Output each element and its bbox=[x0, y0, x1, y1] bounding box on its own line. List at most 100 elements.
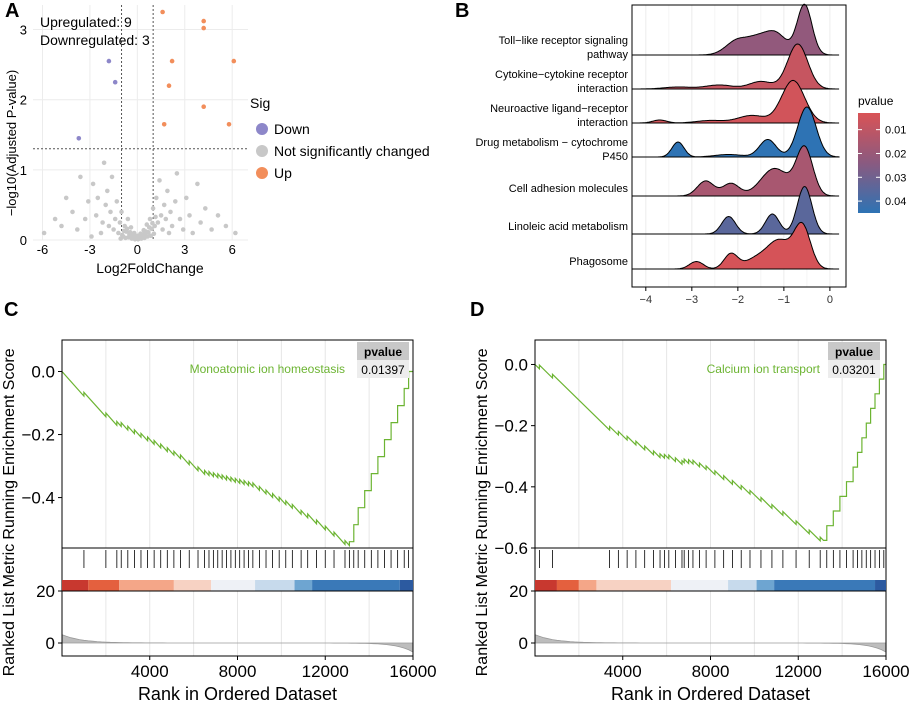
volcano-point-not-significantly-changed bbox=[90, 181, 96, 187]
volcano-point-not-significantly-changed bbox=[89, 234, 94, 239]
volcano-point-not-significantly-changed bbox=[166, 230, 172, 236]
volcano-point-not-significantly-changed bbox=[131, 232, 136, 237]
gsea-c-metric-y-axis-label: Ranked List Metric bbox=[1, 544, 18, 677]
volcano-x-tick-label: -3 bbox=[84, 242, 96, 257]
ridge-category-label: Cytokine−cytokine receptor bbox=[495, 69, 628, 81]
gsea-d-strip-segment bbox=[875, 580, 886, 591]
gsea-d-pvalue-value: 0.03201 bbox=[832, 363, 876, 377]
gsea-c-strip-segment bbox=[173, 580, 212, 591]
volcano-point-not-significantly-changed bbox=[125, 216, 131, 222]
volcano-point-not-significantly-changed bbox=[59, 223, 64, 229]
pvalue-legend-title: pvalue bbox=[858, 94, 894, 108]
gsea-c-strip-segment bbox=[312, 580, 400, 591]
ridge-drug-metabolism-cytochrome-p450 bbox=[632, 106, 840, 158]
volcano-point-not-significantly-changed bbox=[174, 171, 180, 176]
volcano-point-not-significantly-changed bbox=[63, 195, 69, 201]
panel-label-a: A bbox=[5, 0, 19, 22]
gsea-c-x-tick-label: 8000 bbox=[219, 662, 257, 681]
gsea-d-x-tick-label: 4000 bbox=[604, 662, 642, 681]
gsea-c-strip-segment bbox=[211, 580, 256, 591]
volcano-point-not-significantly-changed bbox=[52, 216, 58, 222]
ridge-category-label: Phagosome bbox=[569, 256, 628, 268]
volcano-point-up bbox=[161, 122, 167, 127]
volcano-point-down bbox=[76, 136, 82, 141]
volcano-point-not-significantly-changed bbox=[146, 225, 152, 230]
volcano-point-not-significantly-changed bbox=[93, 213, 99, 218]
volcano-y-tick-label: 1 bbox=[20, 163, 27, 178]
panel-label-c: C bbox=[4, 299, 18, 321]
volcano-point-not-significantly-changed bbox=[95, 195, 101, 201]
gsea-d-metric-y-tick-label: 0 bbox=[519, 634, 528, 653]
legend-up-label: Up bbox=[274, 165, 292, 181]
volcano-point-not-significantly-changed bbox=[198, 220, 203, 225]
volcano-point-not-significantly-changed bbox=[100, 220, 105, 225]
volcano-point-not-significantly-changed bbox=[158, 213, 164, 218]
ridge-category-label: Neuroactive ligand−receptor bbox=[490, 103, 628, 115]
ridge-toll-like-receptor-signaling-pathway bbox=[632, 3, 840, 56]
volcano-x-tick-label: 0 bbox=[134, 242, 141, 257]
volcano-point-not-significantly-changed bbox=[109, 174, 115, 180]
gsea-d-strip-segment bbox=[671, 580, 729, 591]
panel-label-d: D bbox=[470, 299, 484, 321]
volcano-point-not-significantly-changed bbox=[195, 181, 200, 187]
ridge-cell-adhesion-molecules bbox=[632, 145, 840, 197]
volcano-point-not-significantly-changed bbox=[116, 230, 121, 236]
volcano-point-not-significantly-changed bbox=[187, 213, 192, 218]
panel-label-b: B bbox=[455, 0, 469, 22]
volcano-point-up bbox=[201, 18, 206, 24]
volcano-point-not-significantly-changed bbox=[190, 230, 195, 236]
volcano-point-not-significantly-changed bbox=[119, 209, 124, 215]
ridge-category-label: Linoleic acid metabolism bbox=[508, 221, 628, 233]
gsea-c-y-tick-label: 0.0 bbox=[31, 363, 55, 382]
volcano-point-not-significantly-changed bbox=[101, 160, 107, 166]
gsea-c-x-axis-label: Rank in Ordered Dataset bbox=[138, 684, 337, 701]
volcano-point-not-significantly-changed bbox=[150, 220, 155, 226]
gsea-c-pvalue-header-bg bbox=[357, 342, 409, 360]
ridge-category-label: interaction bbox=[577, 83, 628, 95]
gsea-d-strip-segment bbox=[578, 580, 597, 591]
gsea-d-y-axis-label: Running Enrichment Score bbox=[474, 348, 491, 539]
volcano-point-not-significantly-changed bbox=[78, 174, 83, 180]
gsea-d-metric-y-tick-label: 20 bbox=[509, 582, 528, 601]
legend-ns-label: Not significantly changed bbox=[274, 143, 430, 159]
pvalue-colorbar-label: 0.04 bbox=[885, 196, 906, 208]
volcano-point-not-significantly-changed bbox=[154, 195, 159, 201]
legend-up-swatch bbox=[256, 167, 268, 179]
volcano-point-not-significantly-changed bbox=[168, 209, 173, 215]
volcano-point-not-significantly-changed bbox=[111, 227, 116, 232]
volcano-point-not-significantly-changed bbox=[180, 227, 186, 232]
volcano-point-up bbox=[226, 122, 232, 127]
gsea-d-y-tick-label: −0.2 bbox=[494, 417, 528, 436]
volcano-point-not-significantly-changed bbox=[165, 188, 170, 194]
gsea-c-strip-segment bbox=[88, 580, 120, 591]
volcano-point-not-significantly-changed bbox=[41, 230, 47, 236]
volcano-y-tick-label: 3 bbox=[20, 23, 27, 38]
volcano-plot: -6 -3 0 3 6 0 1 2 3 Upregulated: 9 Downregulate… bbox=[4, 5, 430, 276]
volcano-point-up bbox=[160, 9, 165, 15]
volcano-legend-title: Sig bbox=[250, 95, 270, 111]
ridge-phagosome bbox=[632, 221, 840, 270]
volcano-point-not-significantly-changed bbox=[151, 231, 157, 236]
volcano-x-label: Log2FoldChange bbox=[96, 260, 204, 276]
gsea-d-strip-segment bbox=[774, 580, 876, 591]
gsea-d-pvalue-header-bg bbox=[828, 342, 880, 360]
volcano-point-not-significantly-changed bbox=[124, 226, 130, 232]
gsea-d-pvalue-cell-bg bbox=[828, 360, 880, 378]
gsea-d-metric-y-axis-label: Ranked List Metric bbox=[474, 544, 491, 677]
gsea-c-y-axis-label: Running Enrichment Score bbox=[1, 348, 18, 539]
ridge-linoleic-acid-metabolism bbox=[632, 186, 840, 235]
volcano-point-not-significantly-changed bbox=[140, 232, 146, 237]
volcano-point-not-significantly-changed bbox=[106, 223, 112, 229]
gsea-c-metric-y-tick-label: 0 bbox=[46, 634, 55, 653]
volcano-point-not-significantly-changed bbox=[147, 216, 153, 222]
ridge-x-tick-label: −3 bbox=[686, 294, 699, 306]
ridge-x-tick-label: 0 bbox=[827, 294, 833, 306]
volcano-point-not-significantly-changed bbox=[114, 199, 120, 204]
ridge-category-label: P450 bbox=[602, 151, 628, 163]
gsea-c-strip-segment bbox=[119, 580, 174, 591]
volcano-annotation-down: Downregulated: 3 bbox=[40, 32, 150, 48]
volcano-y-label: −log10(Adjusted P-value) bbox=[4, 70, 19, 216]
